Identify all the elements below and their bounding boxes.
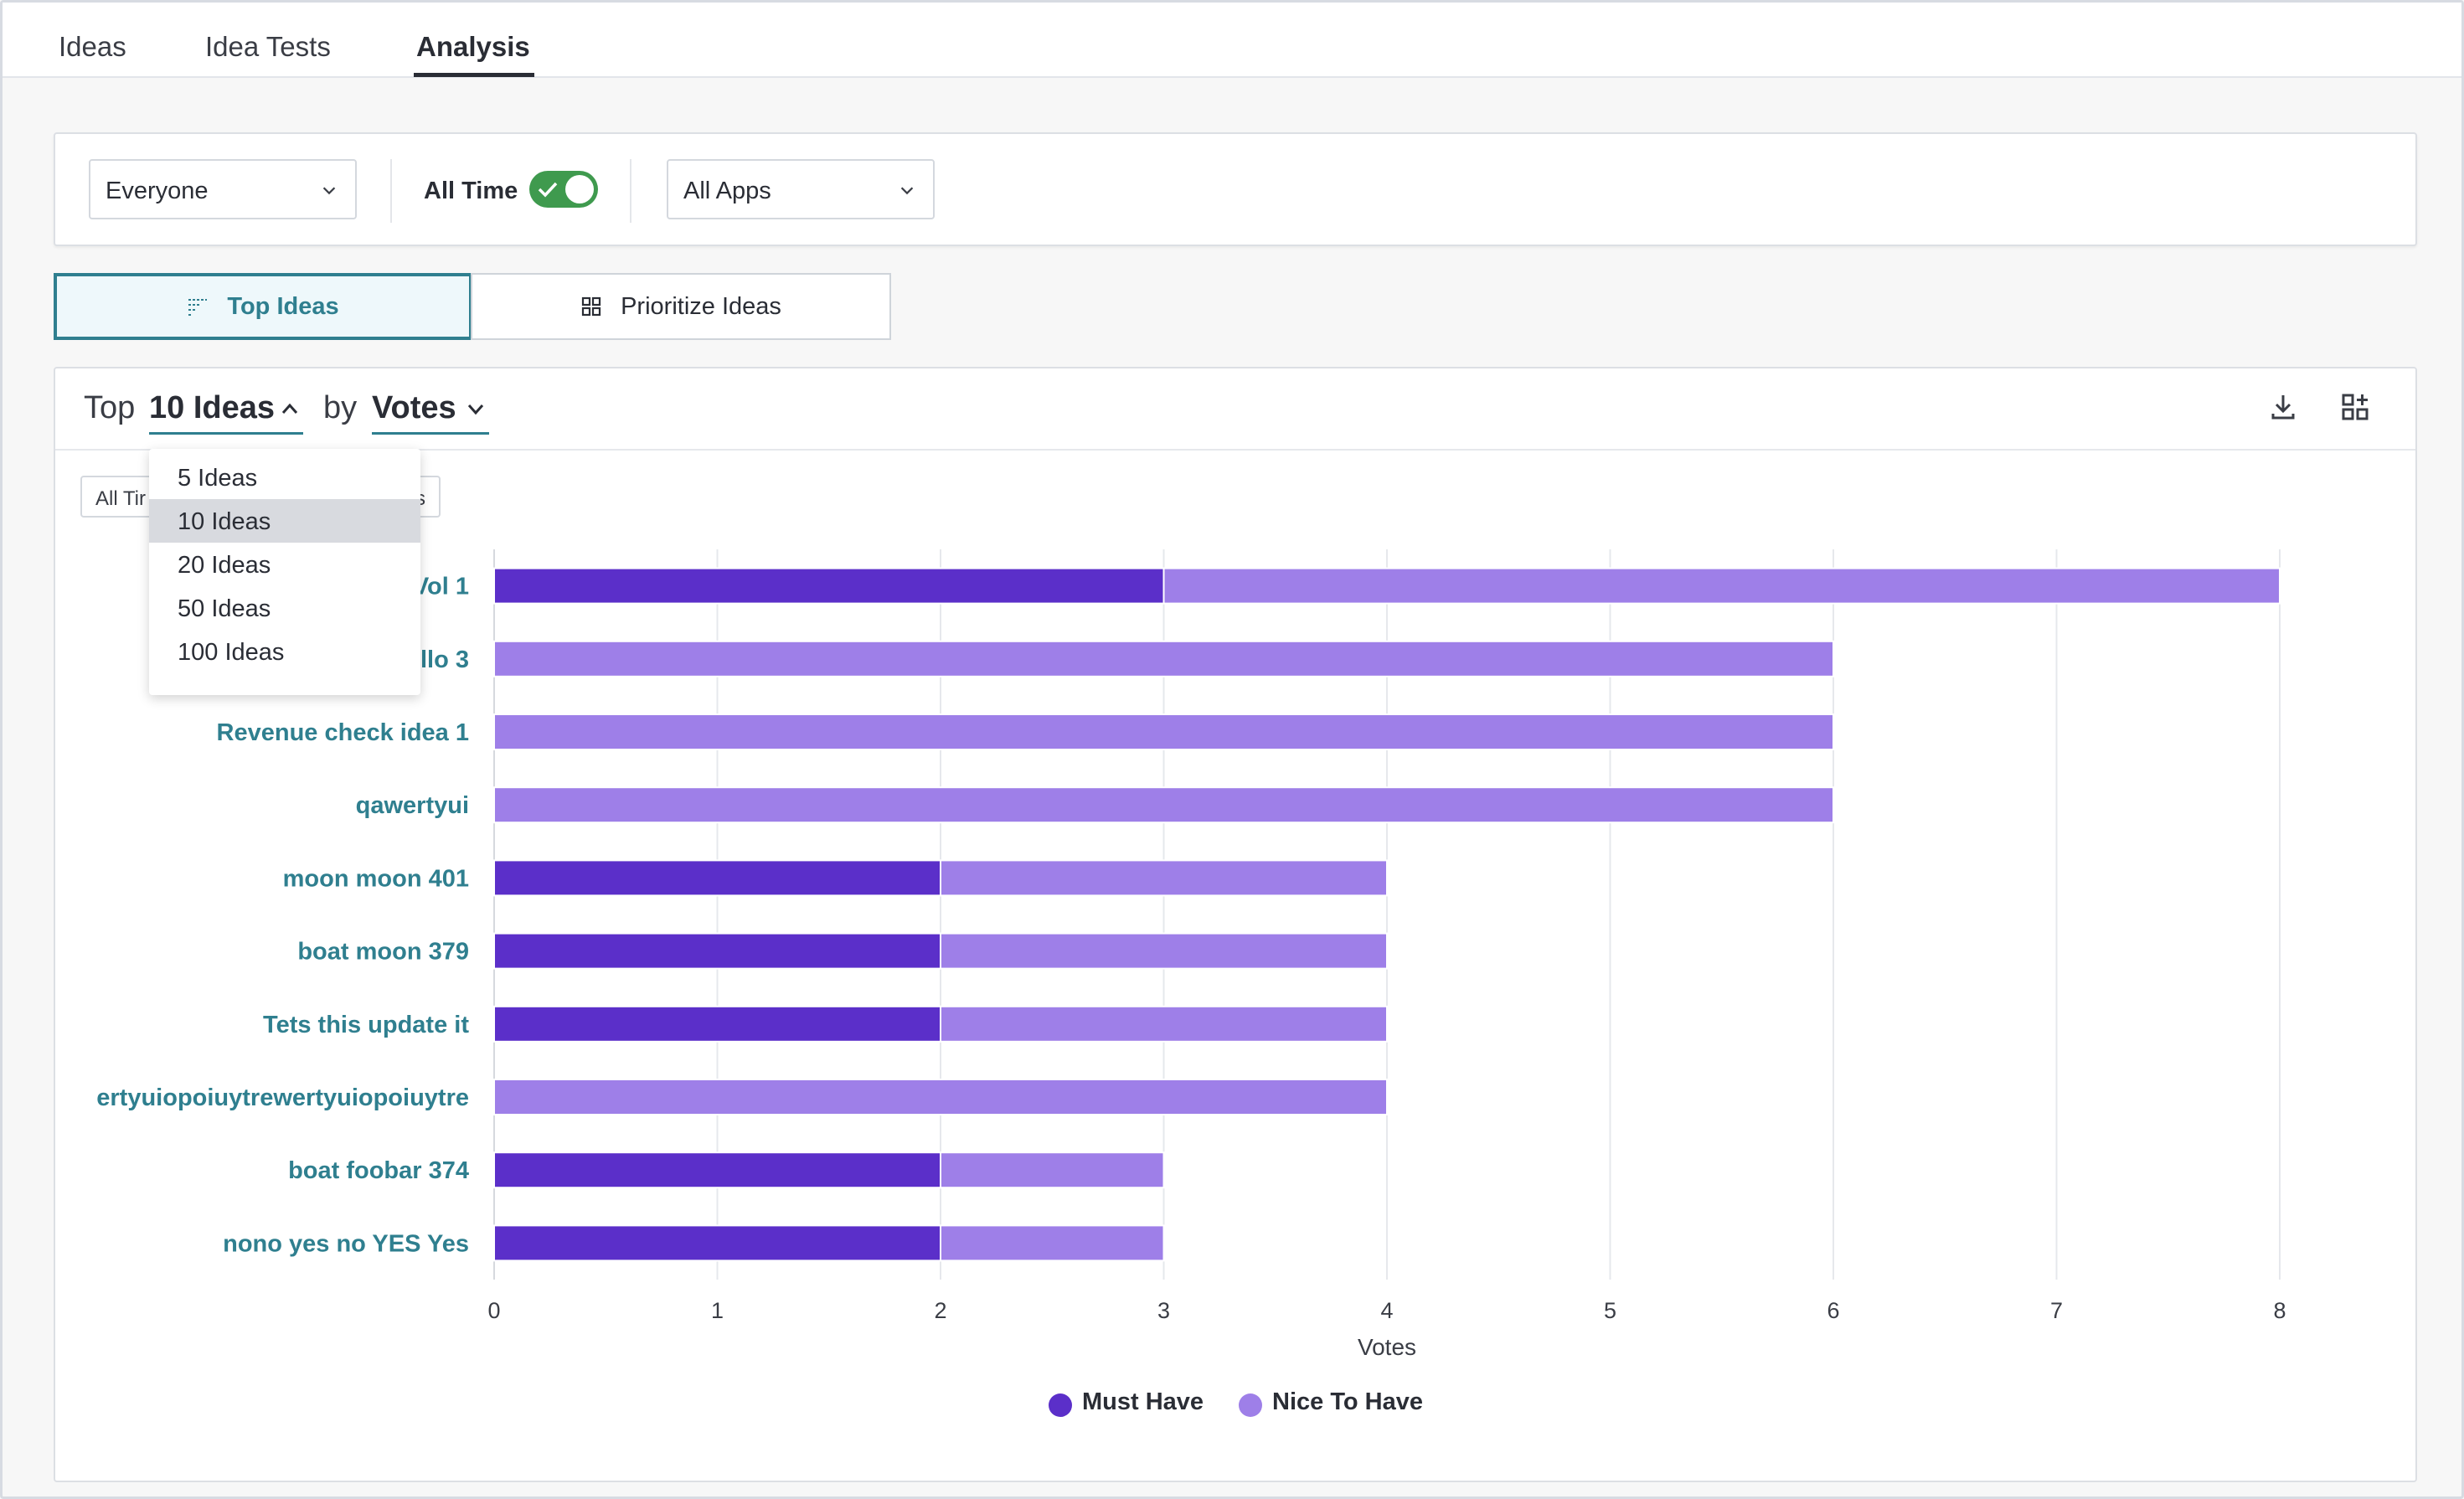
menu-item[interactable]: 5 Ideas [149,456,420,499]
menu-item[interactable]: 20 Ideas [149,543,420,586]
idea-count-menu: 5 Ideas 10 Ideas 20 Ideas 50 Ideas 100 Ideas [149,449,420,695]
all-time-toggle[interactable] [529,171,598,208]
legend-must-have-label: Must Have [1082,1388,1204,1415]
chevron-down-icon[interactable] [466,400,486,417]
top-ideas-label: Top Ideas [227,292,339,320]
prioritize-ideas-label: Prioritize Ideas [621,292,781,320]
apps-select-value: All Apps [683,178,771,204]
tab-bar: Ideas Idea Tests Analysis [3,3,2461,78]
prioritize-ideas-button[interactable]: Prioritize Ideas [471,273,891,340]
filter-divider [390,159,392,223]
menu-item-label: 20 Ideas [178,552,271,579]
menu-item-label: 100 Ideas [178,639,285,666]
tab-idea-tests[interactable]: Idea Tests [205,31,331,62]
all-time-label: All Time [424,178,518,204]
metric-dropdown[interactable]: Votes [372,390,456,425]
header-by-word: by [323,390,358,425]
metric-underline [372,432,489,435]
legend-nice-to-have-label: Nice To Have [1272,1388,1423,1415]
active-tab-indicator [414,73,534,77]
tab-analysis[interactable]: Analysis [416,31,530,62]
menu-item-label: 10 Ideas [178,508,271,535]
card-header-divider [55,449,2415,451]
top-ideas-button[interactable]: Top Ideas [54,273,472,340]
filter-divider [630,159,631,223]
idea-count-underline [149,432,303,435]
filter-chip-label: All Tir [95,487,146,510]
filter-bar: Everyone All Time All Apps [54,132,2417,246]
menu-item[interactable]: 50 Ideas [149,586,420,630]
legend-nice-to-have-swatch [1239,1393,1262,1417]
legend-must-have-swatch [1049,1393,1072,1417]
apps-select[interactable]: All Apps [667,159,935,219]
header-top-word: Top [84,390,136,425]
menu-item-label: 5 Ideas [178,465,258,492]
chart-card: Top 10 Ideas by Votes All Tir s [54,367,2417,1482]
download-icon[interactable] [2266,390,2300,424]
audience-select-value: Everyone [106,178,209,204]
tab-ideas[interactable]: Ideas [59,31,126,62]
idea-count-dropdown[interactable]: 10 Ideas [149,390,275,425]
check-icon [538,182,558,198]
chevron-up-icon[interactable] [280,400,300,417]
add-widget-icon[interactable] [2338,390,2372,424]
chevron-down-icon [900,187,914,195]
audience-select[interactable]: Everyone [89,159,357,219]
toggle-knob [565,175,594,203]
menu-item-label: 50 Ideas [178,595,271,622]
sort-list-icon [188,299,208,316]
chevron-down-icon [322,187,336,195]
menu-item[interactable]: 100 Ideas [149,630,420,673]
grid-icon [581,296,601,317]
menu-item[interactable]: 10 Ideas [149,499,420,543]
